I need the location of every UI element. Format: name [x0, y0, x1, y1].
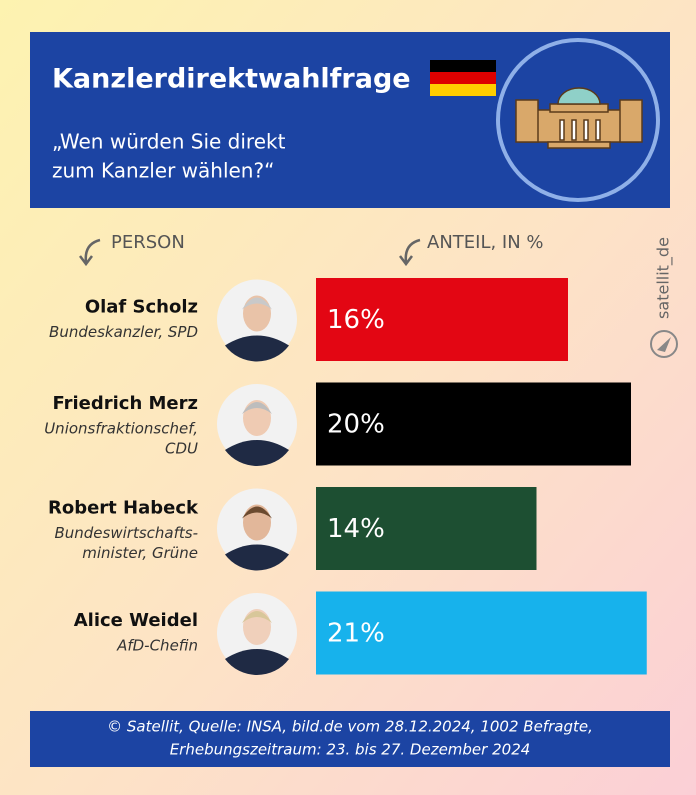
source: Erhebungszeitraum: 23. bis 27. Dezember … [170, 741, 531, 759]
watermark: satellit_de [654, 237, 674, 319]
portrait-body [225, 335, 289, 362]
portrait [217, 384, 297, 467]
footer-box [30, 711, 670, 767]
portrait-hair [242, 297, 272, 310]
person-role: Unionsfraktionschef, [44, 420, 198, 438]
person-name: Friedrich Merz [52, 393, 198, 414]
portrait-body [225, 440, 289, 467]
person-name: Olaf Scholz [85, 297, 198, 318]
portrait [217, 488, 297, 571]
source: © Satellit, Quelle: INSA, bild.de vom 28… [107, 718, 593, 736]
flag [430, 60, 496, 96]
portrait [217, 279, 297, 362]
subtitle: zum Kanzler wählen?“ [52, 159, 274, 183]
person-name: Alice Weidel [74, 610, 198, 631]
portrait [217, 593, 297, 675]
person-role: Bundeswirtschafts- [54, 524, 198, 542]
bar [316, 382, 631, 466]
portrait-body [225, 649, 289, 675]
subtitle: „Wen würden Sie direkt [52, 130, 286, 154]
bar-label: 16% [327, 305, 385, 335]
value-header: ANTEIL, IN % [427, 232, 544, 253]
bar [316, 591, 647, 675]
portrait-hair [242, 402, 272, 414]
person-role: CDU [165, 440, 198, 458]
reichstag-icon [515, 87, 643, 149]
icon-ring [496, 38, 660, 202]
watermark-icon [657, 337, 671, 352]
bar-label: 20% [327, 410, 385, 440]
portrait-body [225, 544, 289, 571]
header-arrow [79, 238, 101, 267]
bar-label: 21% [327, 619, 385, 649]
bar-label: 14% [327, 514, 385, 544]
person-role: Bundeskanzler, SPD [49, 323, 198, 341]
bar [316, 487, 537, 570]
watermark-icon [650, 330, 678, 358]
header-arrow [399, 238, 421, 267]
person-role: AfD-Chefin [116, 637, 198, 655]
person-role: minister, Grüne [82, 544, 198, 562]
chart-title: Kanzlerdirektwahlfrage [52, 64, 411, 95]
bar [316, 278, 568, 361]
category-header: PERSON [111, 232, 185, 253]
portrait-hair [242, 506, 272, 519]
person-name: Robert Habeck [48, 498, 199, 519]
portrait-hair [242, 611, 272, 623]
